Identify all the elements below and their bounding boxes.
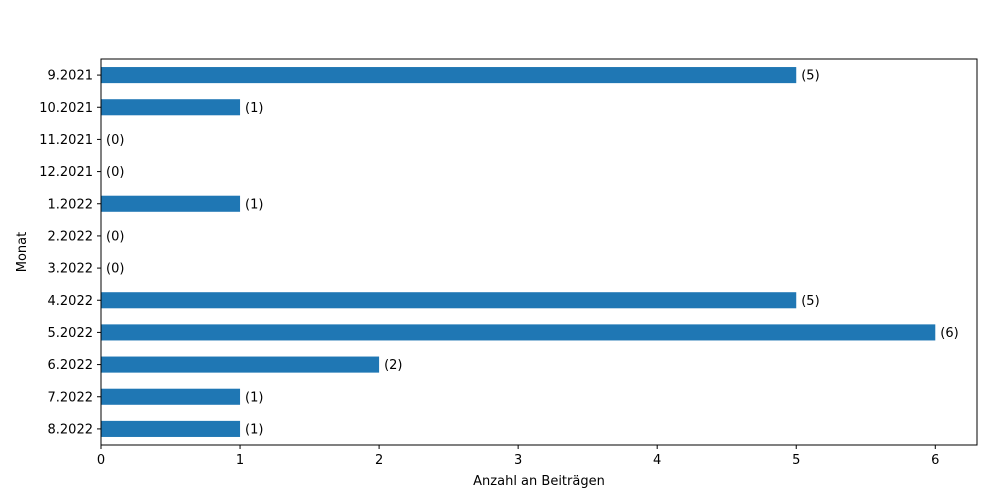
data-labels-group: (5) (1) (0) (0) (1) (0) (0) (5) (6) (2) (1) (1) bbox=[106, 69, 959, 438]
bar-5.2022 bbox=[101, 324, 936, 341]
data-label-3.2022: (0) bbox=[106, 262, 124, 277]
y-tick-label: 10.2021 bbox=[39, 101, 93, 116]
y-tick-label: 1.2022 bbox=[48, 197, 94, 212]
x-tick-label: 3 bbox=[514, 453, 522, 468]
x-tick-label: 5 bbox=[792, 453, 800, 468]
x-axis-ticks: 0 1 2 3 4 5 6 bbox=[97, 445, 939, 468]
data-label-12.2021: (0) bbox=[106, 165, 124, 180]
y-tick-label: 12.2021 bbox=[39, 165, 93, 180]
y-tick-label: 11.2021 bbox=[39, 133, 93, 148]
bar-4.2022 bbox=[101, 292, 797, 309]
bar-1.2022 bbox=[101, 195, 241, 212]
data-label-10.2021: (1) bbox=[245, 101, 263, 116]
bar-9.2021 bbox=[101, 67, 797, 84]
data-label-8.2022: (1) bbox=[245, 422, 263, 437]
x-axis-label: Anzahl an Beiträgen bbox=[473, 474, 605, 489]
y-tick-label: 3.2022 bbox=[48, 262, 94, 277]
y-tick-label: 5.2022 bbox=[48, 326, 94, 341]
data-label-6.2022: (2) bbox=[384, 358, 402, 373]
bar-7.2022 bbox=[101, 388, 241, 405]
y-axis-ticks: 9.2021 10.2021 11.2021 12.2021 1.2022 2.2022 3… bbox=[39, 69, 101, 437]
x-tick-label: 0 bbox=[97, 453, 105, 468]
x-tick-label: 6 bbox=[931, 453, 939, 468]
data-label-7.2022: (1) bbox=[245, 390, 263, 405]
bar-6.2022 bbox=[101, 356, 380, 373]
y-tick-label: 8.2022 bbox=[48, 422, 94, 437]
y-tick-label: 4.2022 bbox=[48, 294, 94, 309]
y-axis-label: Monat bbox=[15, 232, 30, 272]
data-label-4.2022: (5) bbox=[801, 294, 819, 309]
plot-frame bbox=[100, 58, 978, 446]
x-tick-label: 2 bbox=[375, 453, 383, 468]
data-label-2.2022: (0) bbox=[106, 229, 124, 244]
y-tick-label: 7.2022 bbox=[48, 390, 94, 405]
bars-group bbox=[101, 67, 936, 437]
y-tick-label: 6.2022 bbox=[48, 358, 94, 373]
x-tick-label: 4 bbox=[653, 453, 661, 468]
data-label-5.2022: (6) bbox=[940, 326, 958, 341]
y-tick-label: 2.2022 bbox=[48, 229, 94, 244]
bar-10.2021 bbox=[101, 99, 241, 116]
x-tick-label: 1 bbox=[236, 453, 244, 468]
data-label-1.2022: (1) bbox=[245, 197, 263, 212]
bar-8.2022 bbox=[101, 420, 241, 437]
data-label-11.2021: (0) bbox=[106, 133, 124, 148]
y-tick-label: 9.2021 bbox=[48, 69, 94, 84]
data-label-9.2021: (5) bbox=[801, 69, 819, 84]
